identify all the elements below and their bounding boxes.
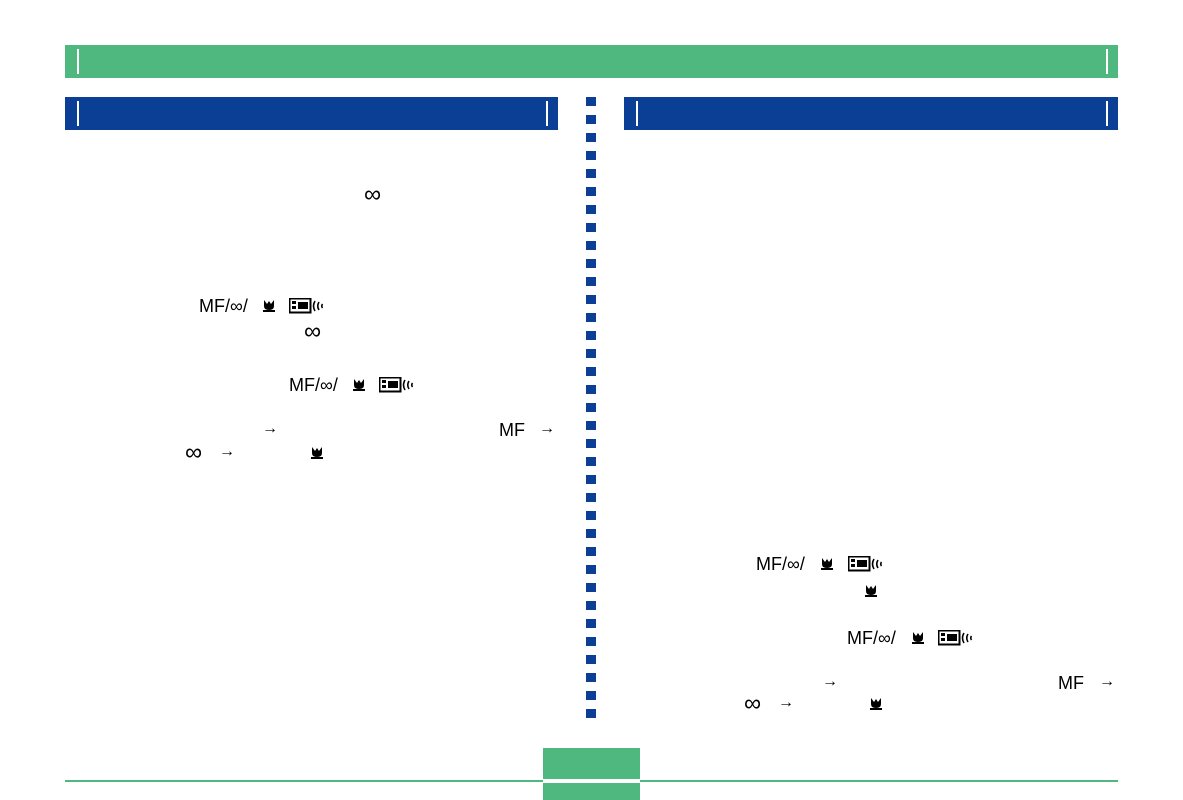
display-button-icon: [379, 377, 414, 393]
macro-flower-icon: [263, 300, 275, 312]
mf-button-label: MF/∞/: [199, 296, 248, 316]
header-notch-right: [1106, 49, 1108, 74]
arrow-icon: →: [219, 443, 235, 460]
mf-label: MF: [499, 420, 525, 440]
display-button-icon: [848, 556, 883, 572]
mf-button-label: MF/∞/: [756, 554, 805, 574]
page-number-tab: [543, 748, 640, 800]
display-button-icon: [938, 630, 973, 646]
mf-label: MF: [1058, 673, 1084, 693]
left-bar-notch-right: [546, 101, 548, 126]
arrow-icon: →: [262, 420, 278, 437]
macro-flower-icon: [870, 698, 882, 710]
arrow-icon: →: [822, 673, 838, 690]
right-section-title-bar: [624, 97, 1118, 130]
chapter-header-bar: [65, 45, 1118, 78]
arrow-icon: →: [539, 420, 555, 437]
macro-flower-icon: [821, 558, 833, 570]
arrow-icon: →: [778, 694, 794, 711]
mf-button-label: MF/∞/: [289, 375, 338, 395]
left-section-title-bar: [65, 97, 558, 130]
header-notch-left: [77, 49, 79, 74]
macro-flower-icon: [353, 379, 365, 391]
column-divider: [586, 97, 596, 722]
right-bar-notch-right: [1106, 101, 1108, 126]
infinity-symbol: ∞: [185, 439, 203, 466]
right-bar-notch-left: [636, 101, 638, 126]
footer-tab-gap: [543, 779, 640, 783]
left-bar-notch-left: [77, 101, 79, 126]
infinity-symbol: ∞: [364, 181, 382, 208]
arrow-icon: →: [1099, 673, 1115, 690]
macro-flower-icon: [865, 585, 877, 597]
macro-flower-icon: [311, 447, 323, 459]
display-button-icon: [289, 298, 324, 314]
macro-flower-icon: [912, 632, 924, 644]
infinity-symbol: ∞: [304, 318, 322, 345]
infinity-symbol: ∞: [744, 690, 762, 717]
mf-button-label: MF/∞/: [847, 628, 896, 648]
